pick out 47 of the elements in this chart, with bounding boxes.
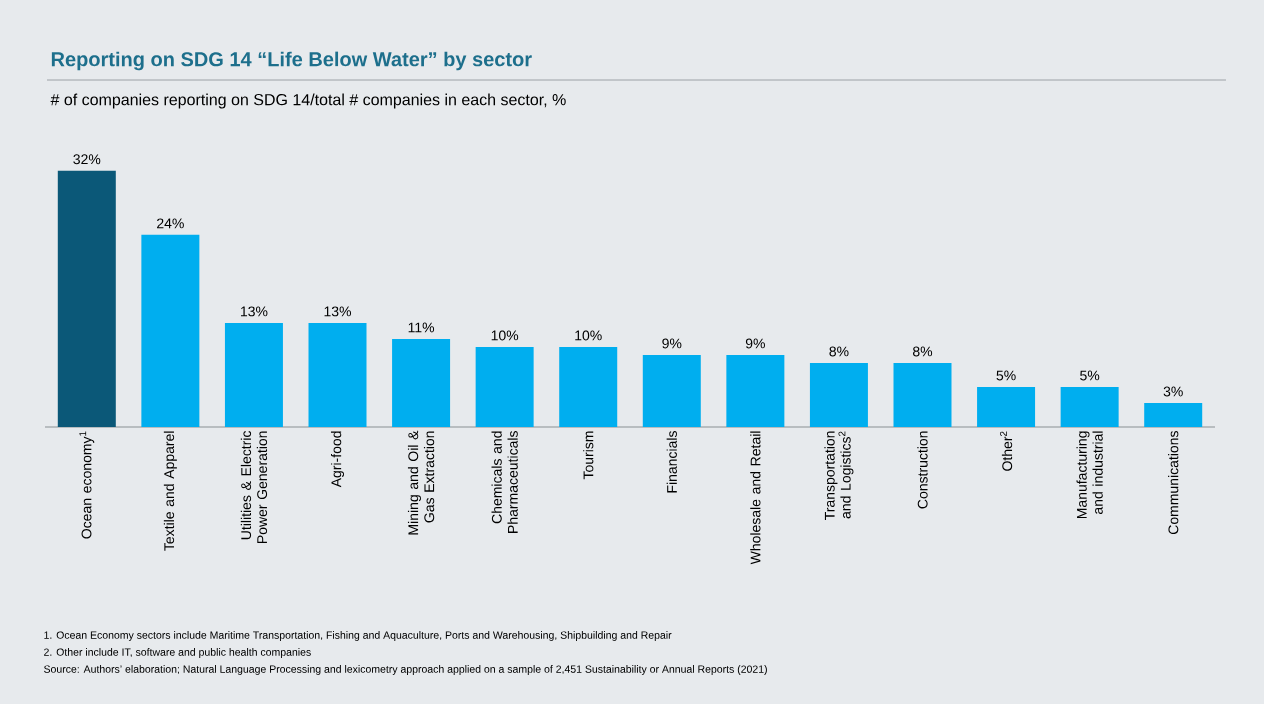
x-tick-label: Transportation and Logistics$^{2}$ [824,431,854,520]
bar [1144,402,1203,427]
bar [224,322,283,427]
data-label: 3% [1163,386,1183,397]
data-label: 13% [240,306,268,317]
data-label: 5% [1080,370,1100,381]
data-label: 10% [491,330,519,341]
text: 2. Other include IT, software and public health companies [44,648,311,658]
bar [642,354,701,427]
data-label: 8% [829,346,849,357]
chart-subtitle: # of companies reporting on SDG 14/total # companies in each sector, % [50,93,566,109]
x-tick-label: Tourism [583,431,594,480]
data-label: 32% [73,154,101,165]
x-tick-label: Construction [917,431,928,509]
text: 1. Ocean Economy sectors include Maritime Transportation, Fishing and Aquaculture, Ports and Warehousing, Shipbuilding and Repair [44,631,672,641]
x-tick-label: Utilities & Electric Power Generation [240,430,268,543]
bar [977,386,1036,427]
x-tick-label: Ocean economy$^{1}$ [79,431,95,539]
data-label: 24% [157,218,184,229]
x-tick-label: Mining and Oil & Gas Extraction [407,430,435,535]
x-tick-label: Communications [1168,431,1179,535]
bar [726,354,785,427]
data-label: 5% [996,370,1016,381]
data-label: 8% [912,346,933,357]
bar [893,362,952,427]
source-note: Source: Authors’ elaboration; Natural Language Processing and lexicometry approach applied on a sample of 2,451 Sustainability or Annual Reports (2021) [44,665,767,675]
bar [392,338,451,427]
bar [57,170,116,427]
bar [308,322,367,427]
data-label: 9% [662,338,682,349]
bar [475,346,534,427]
bar [809,362,868,427]
bar [1060,386,1119,427]
bar [141,234,200,427]
data-label: 9% [745,338,765,349]
x-tick-label: Manufacturing and industrial [1076,431,1103,519]
data-label: 10% [575,330,602,341]
data-label: 11% [408,322,435,333]
bar [559,346,618,427]
x-tick-label: Agri-food [330,431,345,488]
x-tick-label: Wholesale and Retail [750,431,761,565]
chart-title: Reporting on SDG 14 “Life Below Water” by sector [51,51,532,71]
x-tick-label: Financials [666,431,677,493]
data-label: 13% [324,306,352,317]
x-tick-label: Other$^{2}$ [999,431,1013,471]
x-tick-label: Chemicals and Pharmaceuticals [491,431,518,533]
x-tick-label: Textile and Apparel [163,431,177,551]
